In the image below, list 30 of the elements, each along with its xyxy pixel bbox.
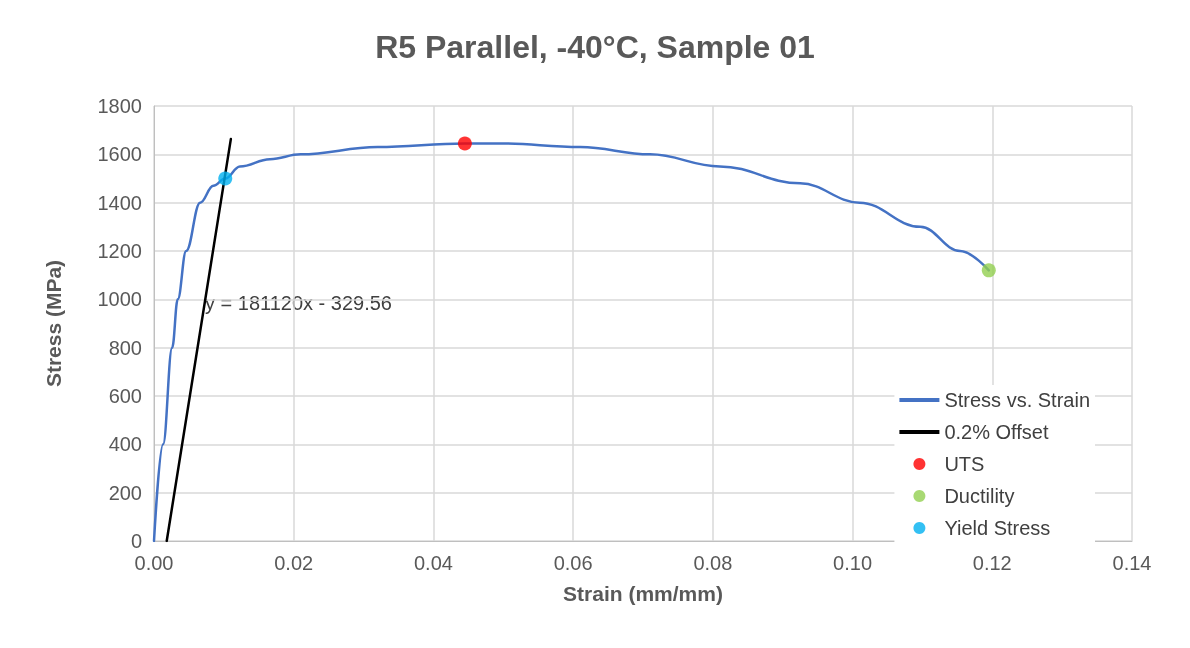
- y-tick-label: 400: [108, 433, 142, 456]
- x-tick-label: 0.08: [693, 552, 733, 574]
- y-tick-label: 800: [108, 336, 142, 359]
- chart-title: R5 Parallel, -40°C, Sample 01: [375, 29, 815, 65]
- point: [981, 263, 996, 278]
- y-tick-label: 200: [108, 481, 142, 504]
- annotation: y = 181120x - 329.56: [205, 292, 392, 314]
- x-axis-title: Strain (mm/mm): [563, 582, 723, 605]
- legend-label: UTS: [944, 453, 985, 475]
- x-tick-label: 0.00: [134, 552, 174, 574]
- y-tick-label: 1800: [97, 95, 142, 117]
- y-tick-label: 1400: [97, 191, 142, 214]
- legend-label: Ductility: [944, 485, 1015, 507]
- legend-label: Yield Stress: [944, 517, 1051, 539]
- x-tick-label: 0.14: [1112, 552, 1152, 574]
- y-tick-label: 600: [108, 385, 142, 407]
- x-tick-label: 0.12: [972, 552, 1012, 574]
- point: [218, 171, 233, 186]
- y-tick-label: 1000: [97, 288, 142, 311]
- y-axis-title: Stress (MPa): [42, 259, 65, 388]
- y-tick-label: 1600: [97, 143, 142, 166]
- x-tick-label: 0.04: [413, 552, 453, 574]
- y-tick-label: 1200: [97, 240, 142, 262]
- y-tick-label: 0: [130, 530, 142, 552]
- x-tick-label: 0.02: [274, 552, 314, 574]
- x-tick-label: 0.06: [553, 552, 593, 574]
- point: [457, 136, 472, 151]
- legend-label: Stress vs. Strain: [944, 389, 1091, 411]
- legend-label: 0.2% Offset: [944, 421, 1049, 443]
- x-tick-label: 0.10: [833, 552, 873, 574]
